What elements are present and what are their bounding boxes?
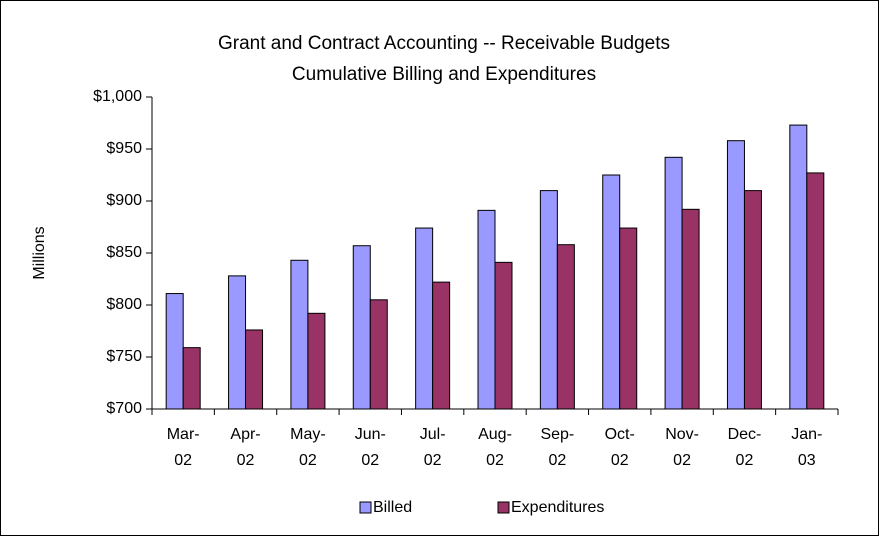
bar — [556, 244, 575, 410]
x-tick-label: Aug-02 — [478, 426, 512, 469]
chart-title: Grant and Contract Accounting -- Receiva… — [218, 33, 670, 54]
chart-subtitle: Cumulative Billing and Expenditures — [292, 64, 596, 85]
bar — [290, 259, 309, 410]
x-tick-label: Jul-02 — [419, 426, 446, 469]
bar — [539, 190, 558, 410]
y-tick-label: $700 — [106, 400, 142, 417]
bar — [619, 227, 638, 410]
legend-swatch — [359, 501, 372, 514]
y-tick-label: $750 — [106, 348, 142, 365]
bar — [494, 261, 513, 410]
bar — [182, 347, 201, 410]
legend-swatch — [497, 501, 510, 514]
bar — [477, 209, 496, 410]
bar — [415, 227, 434, 410]
y-tick-label: $800 — [106, 296, 142, 313]
x-tick-label: Apr-02 — [230, 426, 261, 469]
bar — [743, 190, 762, 410]
bar — [681, 208, 700, 410]
legend-label: Expenditures — [511, 499, 604, 516]
x-tick-label: Sep-02 — [540, 426, 575, 469]
bar — [228, 275, 247, 410]
bar — [307, 312, 326, 410]
bar — [664, 156, 683, 410]
bar — [806, 172, 825, 410]
bar — [352, 245, 371, 410]
y-tick-label: $1,000 — [93, 88, 142, 105]
bar — [602, 174, 621, 410]
y-tick-label: $850 — [106, 244, 142, 261]
bar — [789, 124, 808, 410]
x-tick-label: May-02 — [290, 426, 326, 469]
x-tick-label: Jan-03 — [791, 426, 823, 469]
x-tick-label: Mar-02 — [166, 426, 200, 469]
bar — [369, 299, 388, 410]
y-tick-label: $950 — [106, 140, 142, 157]
x-tick-label: Oct-02 — [604, 426, 635, 469]
x-tick-label: Dec-02 — [727, 426, 762, 469]
x-tick-label: Jun-02 — [354, 426, 386, 469]
bar — [432, 281, 451, 410]
bar — [726, 140, 745, 410]
bar — [245, 329, 264, 410]
bar — [165, 293, 184, 410]
y-tick-label: $900 — [106, 192, 142, 209]
y-axis-label: Millions — [31, 226, 48, 279]
legend-label: Billed — [373, 499, 412, 516]
x-tick-label: Nov-02 — [665, 426, 699, 469]
